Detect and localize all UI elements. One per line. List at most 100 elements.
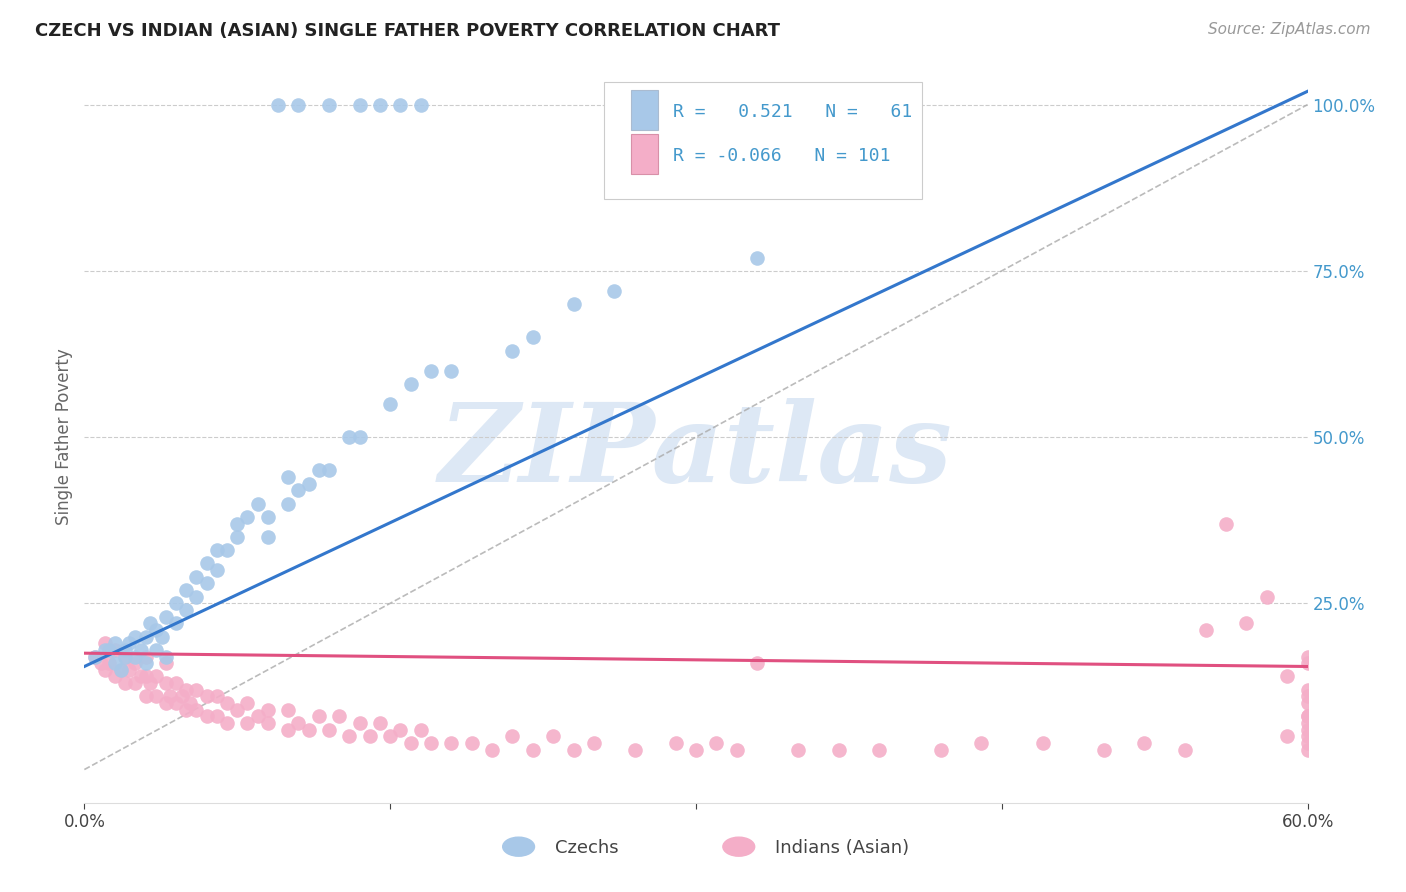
- Point: [368, 97, 391, 112]
- Text: R =   0.521   N =   61: R = 0.521 N = 61: [672, 103, 912, 120]
- Point: [420, 736, 443, 750]
- Point: [298, 723, 321, 737]
- Point: [929, 742, 952, 756]
- Point: [138, 616, 160, 631]
- Point: [562, 742, 585, 756]
- Point: [186, 682, 208, 697]
- Point: [226, 703, 249, 717]
- Point: [186, 570, 208, 584]
- Point: [205, 563, 228, 577]
- Point: [174, 682, 197, 697]
- Circle shape: [503, 838, 534, 856]
- Point: [97, 656, 120, 670]
- Point: [1092, 742, 1115, 756]
- Point: [104, 669, 127, 683]
- Point: [124, 656, 146, 670]
- Point: [93, 636, 115, 650]
- Point: [624, 742, 647, 756]
- Point: [165, 596, 187, 610]
- Point: [1296, 729, 1319, 743]
- Point: [1296, 736, 1319, 750]
- FancyBboxPatch shape: [631, 90, 658, 130]
- Point: [155, 609, 177, 624]
- Point: [165, 696, 187, 710]
- Point: [186, 703, 208, 717]
- Point: [828, 742, 851, 756]
- Point: [138, 676, 160, 690]
- Point: [1296, 696, 1319, 710]
- Point: [440, 736, 463, 750]
- Point: [155, 676, 177, 690]
- Point: [1296, 742, 1319, 756]
- Text: Source: ZipAtlas.com: Source: ZipAtlas.com: [1208, 22, 1371, 37]
- Point: [114, 649, 136, 664]
- Point: [205, 690, 228, 704]
- FancyBboxPatch shape: [605, 82, 922, 200]
- Point: [481, 742, 503, 756]
- Point: [339, 430, 361, 444]
- Point: [543, 729, 565, 743]
- Point: [145, 623, 167, 637]
- Point: [83, 649, 105, 664]
- Point: [440, 363, 463, 377]
- Text: Indians (Asian): Indians (Asian): [776, 839, 910, 857]
- Point: [226, 530, 249, 544]
- Point: [118, 636, 141, 650]
- Point: [1032, 736, 1054, 750]
- Point: [118, 663, 141, 677]
- Point: [328, 709, 350, 723]
- Point: [685, 742, 707, 756]
- Point: [155, 696, 177, 710]
- Point: [298, 476, 321, 491]
- Point: [135, 649, 157, 664]
- Point: [226, 516, 249, 531]
- Point: [1296, 656, 1319, 670]
- Point: [195, 709, 218, 723]
- Point: [359, 729, 381, 743]
- Point: [165, 616, 187, 631]
- Point: [1215, 516, 1237, 531]
- Point: [747, 251, 769, 265]
- Point: [318, 723, 340, 737]
- Point: [1296, 709, 1319, 723]
- Point: [93, 643, 115, 657]
- Point: [787, 742, 810, 756]
- Circle shape: [723, 838, 755, 856]
- Point: [97, 643, 120, 657]
- Point: [104, 656, 127, 670]
- Point: [1296, 716, 1319, 731]
- Point: [1174, 742, 1197, 756]
- Point: [1296, 709, 1319, 723]
- Text: Czechs: Czechs: [555, 839, 619, 857]
- Point: [461, 736, 484, 750]
- Text: CZECH VS INDIAN (ASIAN) SINGLE FATHER POVERTY CORRELATION CHART: CZECH VS INDIAN (ASIAN) SINGLE FATHER PO…: [35, 22, 780, 40]
- Point: [368, 716, 391, 731]
- Point: [195, 576, 218, 591]
- Point: [339, 729, 361, 743]
- Point: [308, 709, 330, 723]
- Point: [522, 330, 544, 344]
- Point: [110, 663, 132, 677]
- Point: [502, 729, 524, 743]
- Point: [174, 603, 197, 617]
- Point: [706, 736, 728, 750]
- Point: [267, 97, 290, 112]
- Text: R = -0.066   N = 101: R = -0.066 N = 101: [672, 146, 890, 165]
- Point: [135, 690, 157, 704]
- Point: [195, 690, 218, 704]
- FancyBboxPatch shape: [631, 134, 658, 174]
- Point: [217, 543, 239, 558]
- Point: [349, 716, 371, 731]
- Point: [124, 649, 146, 664]
- Point: [155, 656, 177, 670]
- Point: [747, 656, 769, 670]
- Point: [277, 703, 299, 717]
- Point: [287, 97, 309, 112]
- Point: [257, 530, 280, 544]
- Point: [174, 582, 197, 597]
- Point: [150, 630, 173, 644]
- Point: [1277, 729, 1299, 743]
- Point: [83, 649, 105, 664]
- Point: [110, 663, 132, 677]
- Point: [165, 676, 187, 690]
